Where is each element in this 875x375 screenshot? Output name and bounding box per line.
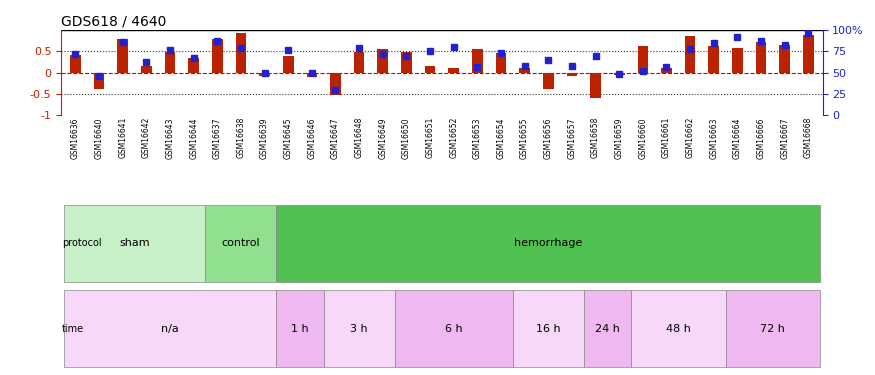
Bar <box>212 39 222 73</box>
Text: GSM16658: GSM16658 <box>591 117 600 158</box>
Text: GSM16657: GSM16657 <box>567 117 577 159</box>
Text: sham: sham <box>119 238 150 248</box>
Text: GSM16656: GSM16656 <box>543 117 553 159</box>
Bar <box>519 68 530 73</box>
Bar <box>94 73 104 89</box>
FancyBboxPatch shape <box>64 290 276 367</box>
Text: GSM16663: GSM16663 <box>710 117 718 159</box>
FancyBboxPatch shape <box>276 290 324 367</box>
Text: GSM16661: GSM16661 <box>662 117 671 158</box>
Text: GSM16640: GSM16640 <box>94 117 103 159</box>
Text: n/a: n/a <box>161 324 178 334</box>
Bar <box>732 48 743 73</box>
FancyBboxPatch shape <box>276 205 820 282</box>
Bar <box>283 57 293 73</box>
Text: GSM16655: GSM16655 <box>520 117 529 159</box>
Text: GSM16638: GSM16638 <box>236 117 245 158</box>
Bar <box>259 73 270 76</box>
FancyBboxPatch shape <box>584 290 631 367</box>
Text: GSM16647: GSM16647 <box>331 117 340 159</box>
Text: 16 h: 16 h <box>536 324 561 334</box>
Bar <box>330 73 340 95</box>
Text: GSM16643: GSM16643 <box>165 117 174 159</box>
Text: time: time <box>62 324 84 334</box>
Bar <box>638 46 648 73</box>
Text: hemorrhage: hemorrhage <box>514 238 583 248</box>
Bar <box>614 73 625 75</box>
Text: control: control <box>221 238 260 248</box>
Bar <box>591 73 601 98</box>
Text: 72 h: 72 h <box>760 324 785 334</box>
Text: 3 h: 3 h <box>350 324 368 334</box>
Bar <box>141 66 151 73</box>
Text: GSM16646: GSM16646 <box>307 117 317 159</box>
Text: GSM16641: GSM16641 <box>118 117 127 158</box>
FancyBboxPatch shape <box>324 290 395 367</box>
Text: GSM16659: GSM16659 <box>614 117 624 159</box>
Text: GSM16651: GSM16651 <box>425 117 435 158</box>
FancyBboxPatch shape <box>513 290 584 367</box>
Text: GSM16662: GSM16662 <box>686 117 695 158</box>
Text: 24 h: 24 h <box>595 324 619 334</box>
Bar <box>780 45 790 73</box>
Bar <box>401 52 412 73</box>
Text: GSM16645: GSM16645 <box>284 117 293 159</box>
Bar <box>756 42 766 73</box>
Bar <box>164 52 175 73</box>
Bar <box>472 49 483 73</box>
Text: 1 h: 1 h <box>291 324 309 334</box>
Text: GSM16666: GSM16666 <box>757 117 766 159</box>
Bar <box>70 55 80 73</box>
Bar <box>543 73 554 89</box>
Bar <box>448 68 459 73</box>
FancyBboxPatch shape <box>206 205 276 282</box>
Text: GSM16664: GSM16664 <box>733 117 742 159</box>
Text: 48 h: 48 h <box>666 324 690 334</box>
Bar <box>709 46 719 73</box>
Text: GSM16650: GSM16650 <box>402 117 411 159</box>
Text: GSM16649: GSM16649 <box>378 117 388 159</box>
Text: GSM16667: GSM16667 <box>780 117 789 159</box>
Text: GSM16648: GSM16648 <box>354 117 364 158</box>
Text: 6 h: 6 h <box>444 324 463 334</box>
Text: GSM16660: GSM16660 <box>639 117 648 159</box>
Bar <box>188 58 199 73</box>
FancyBboxPatch shape <box>395 290 513 367</box>
Text: GSM16654: GSM16654 <box>496 117 506 159</box>
Text: GSM16639: GSM16639 <box>260 117 270 159</box>
Bar <box>235 33 246 73</box>
Text: protocol: protocol <box>62 238 102 248</box>
Text: GSM16644: GSM16644 <box>189 117 198 159</box>
Text: GSM16653: GSM16653 <box>473 117 482 159</box>
FancyBboxPatch shape <box>725 290 820 367</box>
Bar <box>377 49 388 73</box>
Bar <box>662 68 672 73</box>
FancyBboxPatch shape <box>64 205 206 282</box>
Bar <box>685 36 696 73</box>
FancyBboxPatch shape <box>631 290 725 367</box>
Bar <box>354 52 365 73</box>
Bar <box>567 73 578 76</box>
Bar <box>424 66 436 73</box>
Text: GSM16636: GSM16636 <box>71 117 80 159</box>
Bar <box>306 73 317 77</box>
Text: GSM16668: GSM16668 <box>804 117 813 158</box>
Text: GSM16637: GSM16637 <box>213 117 221 159</box>
Text: GDS618 / 4640: GDS618 / 4640 <box>61 15 166 29</box>
Text: GSM16642: GSM16642 <box>142 117 150 158</box>
Bar <box>495 53 507 73</box>
Bar <box>803 35 814 73</box>
Bar <box>117 39 128 73</box>
Text: GSM16652: GSM16652 <box>449 117 458 158</box>
